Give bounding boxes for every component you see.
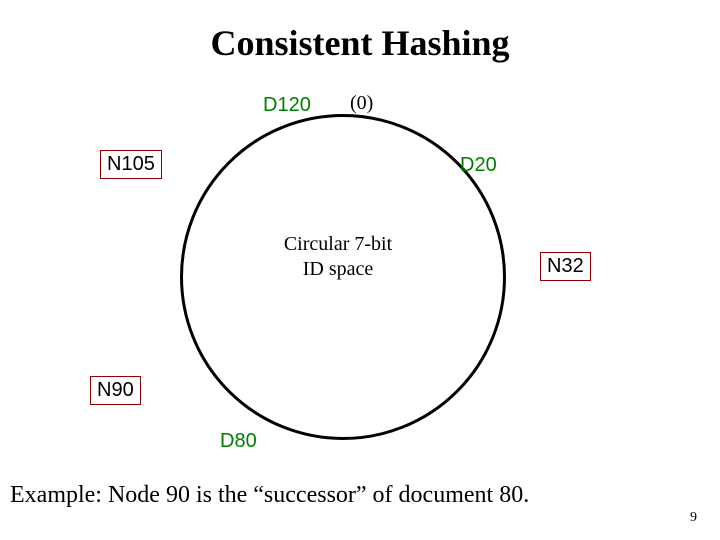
label-d20: D20 bbox=[460, 154, 497, 177]
example-caption: Example: Node 90 is the “successor” of d… bbox=[10, 482, 529, 509]
node-n105: N105 bbox=[100, 150, 162, 179]
zero-marker: (0) bbox=[350, 92, 373, 115]
ring-center-label: Circular 7-bit ID space bbox=[258, 232, 418, 282]
page-number: 9 bbox=[690, 510, 697, 526]
label-d120: D120 bbox=[263, 94, 311, 117]
label-d80: D80 bbox=[220, 430, 257, 453]
node-n32: N32 bbox=[540, 252, 591, 281]
ring-center-line1: Circular 7-bit bbox=[284, 233, 392, 255]
page-title: Consistent Hashing bbox=[0, 22, 720, 64]
node-n90: N90 bbox=[90, 376, 141, 405]
ring-center-line2: ID space bbox=[303, 258, 374, 280]
